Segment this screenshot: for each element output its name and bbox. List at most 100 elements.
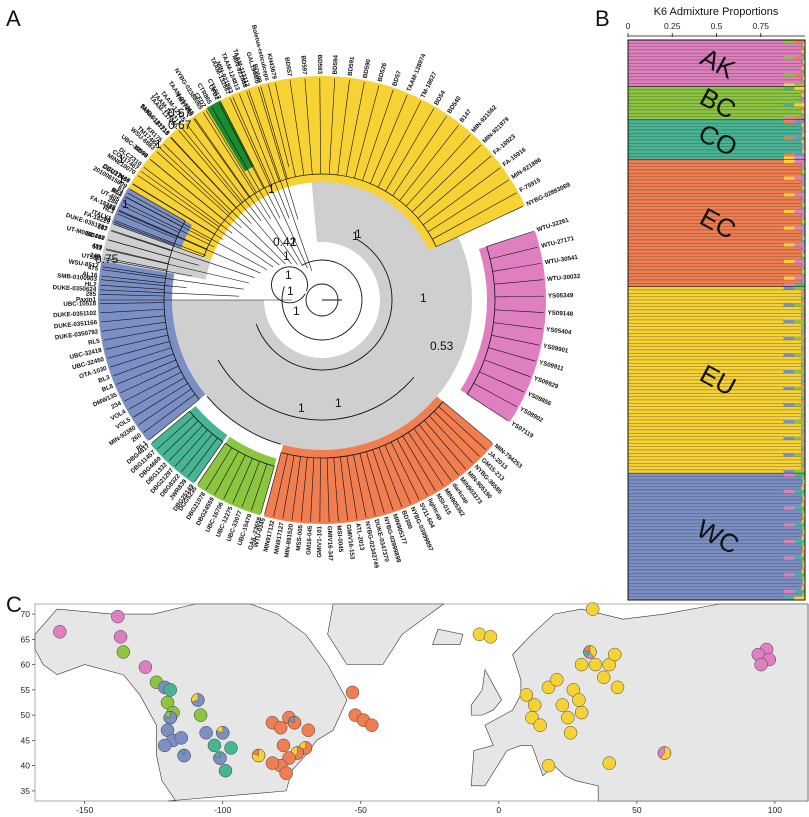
- admixture-bar: [801, 76, 804, 80]
- landmass: [470, 668, 502, 716]
- tip-branch: [494, 279, 544, 285]
- admixture-bar: [627, 349, 802, 354]
- admixture-bar: [803, 440, 805, 444]
- admixture-bar: [803, 416, 805, 420]
- admixture-bar: [801, 526, 804, 530]
- admixture-bar: [803, 313, 805, 317]
- support-value: 1: [268, 182, 275, 196]
- support-value: 0.42: [273, 235, 297, 249]
- tip-label: YS09856: [526, 391, 553, 408]
- tip-branch: [392, 116, 447, 196]
- admixture-bar: [627, 503, 802, 507]
- admixture-bar: [801, 330, 804, 334]
- admixture-bar: [783, 116, 795, 120]
- admixture-bar: [627, 263, 802, 267]
- admixture-bar: [627, 299, 802, 304]
- admixture-bar: [627, 323, 802, 327]
- admixture-bar: [801, 363, 804, 367]
- admixture-bar: [801, 583, 804, 587]
- outgroup-branch: [100, 279, 187, 288]
- admixture-bar: [794, 86, 805, 90]
- backbone-arc: [255, 238, 393, 371]
- tip-branch: [101, 315, 165, 323]
- admixture-bar: [801, 43, 804, 47]
- support-value: 1: [118, 172, 125, 186]
- admixture-bar: [803, 126, 805, 130]
- tip-branch: [423, 167, 501, 226]
- sample-pie: [224, 741, 238, 755]
- tip-branch: [102, 321, 166, 332]
- outgroup-branch: [132, 183, 224, 240]
- sample-pie: [527, 698, 542, 712]
- tip-label: 286: [107, 196, 120, 207]
- tip-label: WSU-8517: [68, 258, 100, 270]
- admixture-bar: [627, 439, 802, 444]
- admixture-bar: [803, 196, 805, 200]
- tip-label: DUKE-0351102: [53, 310, 97, 320]
- sample-pie-outline: [213, 751, 227, 765]
- outgroup-branch: [194, 117, 298, 265]
- tip-branch: [103, 257, 167, 271]
- admixture-bar: [783, 540, 795, 544]
- admixture-bar: [803, 563, 805, 567]
- admixture-bar: [801, 163, 804, 167]
- admixture-bar: [801, 373, 804, 377]
- admixture-bar: [783, 283, 795, 287]
- map-y-tick-label: 55: [21, 685, 31, 695]
- admixture-bar: [801, 80, 804, 84]
- admixture-bar: [803, 423, 805, 427]
- tip-branch: [113, 223, 204, 258]
- sample-pie: [207, 738, 222, 753]
- admixture-frame: [627, 39, 806, 601]
- admixture-bar: [627, 176, 784, 181]
- tip-branch: [411, 144, 482, 213]
- admixture-bar: [801, 130, 804, 134]
- admixture-bar: [803, 576, 805, 580]
- panel-label-c: C: [6, 592, 22, 617]
- tip-label: WTU-30032: [547, 273, 581, 283]
- tip-label: BD594: [332, 54, 340, 74]
- tip-branch: [402, 435, 436, 491]
- admixture-bar: [801, 356, 804, 360]
- admixture-bar: [794, 386, 805, 390]
- tip-branch: [418, 424, 459, 476]
- sample-pie: [301, 723, 316, 738]
- tip-branch: [354, 85, 380, 179]
- sample-pie-outline: [215, 726, 230, 740]
- admixture-bar: [801, 576, 804, 580]
- admixture-bar: [801, 300, 804, 304]
- tip-branch: [473, 382, 517, 408]
- admixture-bar: [803, 406, 805, 410]
- tip-branch: [260, 466, 275, 514]
- admixture-bar: [801, 53, 804, 57]
- sample-pie: [588, 657, 603, 672]
- admixture-bar: [801, 376, 804, 380]
- admixture-bar: [803, 346, 805, 350]
- admixture-bar: [783, 193, 795, 197]
- admixture-bar: [803, 543, 805, 547]
- admixture-bar: [803, 70, 805, 74]
- outgroup-branch: [127, 192, 267, 270]
- admixture-bar: [803, 350, 805, 354]
- admixture-bar: [627, 189, 802, 194]
- tip-label: YS09911: [538, 359, 565, 373]
- admixture-bar: [803, 140, 805, 144]
- admixture-bar: [801, 106, 804, 110]
- tip-branch: [405, 134, 471, 207]
- admixture-bar: [794, 160, 805, 164]
- tip-branch: [378, 447, 403, 508]
- admixture-bar: [627, 269, 802, 274]
- admixture-bar: [801, 146, 804, 150]
- map-x-tick-label: -100: [214, 805, 231, 815]
- tip-branch: [282, 455, 295, 519]
- admixture-bar: [627, 163, 802, 167]
- sample-pie: [365, 718, 379, 732]
- admixture-bar: [803, 203, 805, 207]
- admixture-bar: [627, 409, 802, 414]
- outgroup-branch: [170, 136, 252, 224]
- tip-branch: [168, 425, 203, 462]
- admixture-bar: [801, 513, 804, 517]
- tip-branch: [205, 110, 257, 193]
- admixture-bar: [627, 576, 802, 581]
